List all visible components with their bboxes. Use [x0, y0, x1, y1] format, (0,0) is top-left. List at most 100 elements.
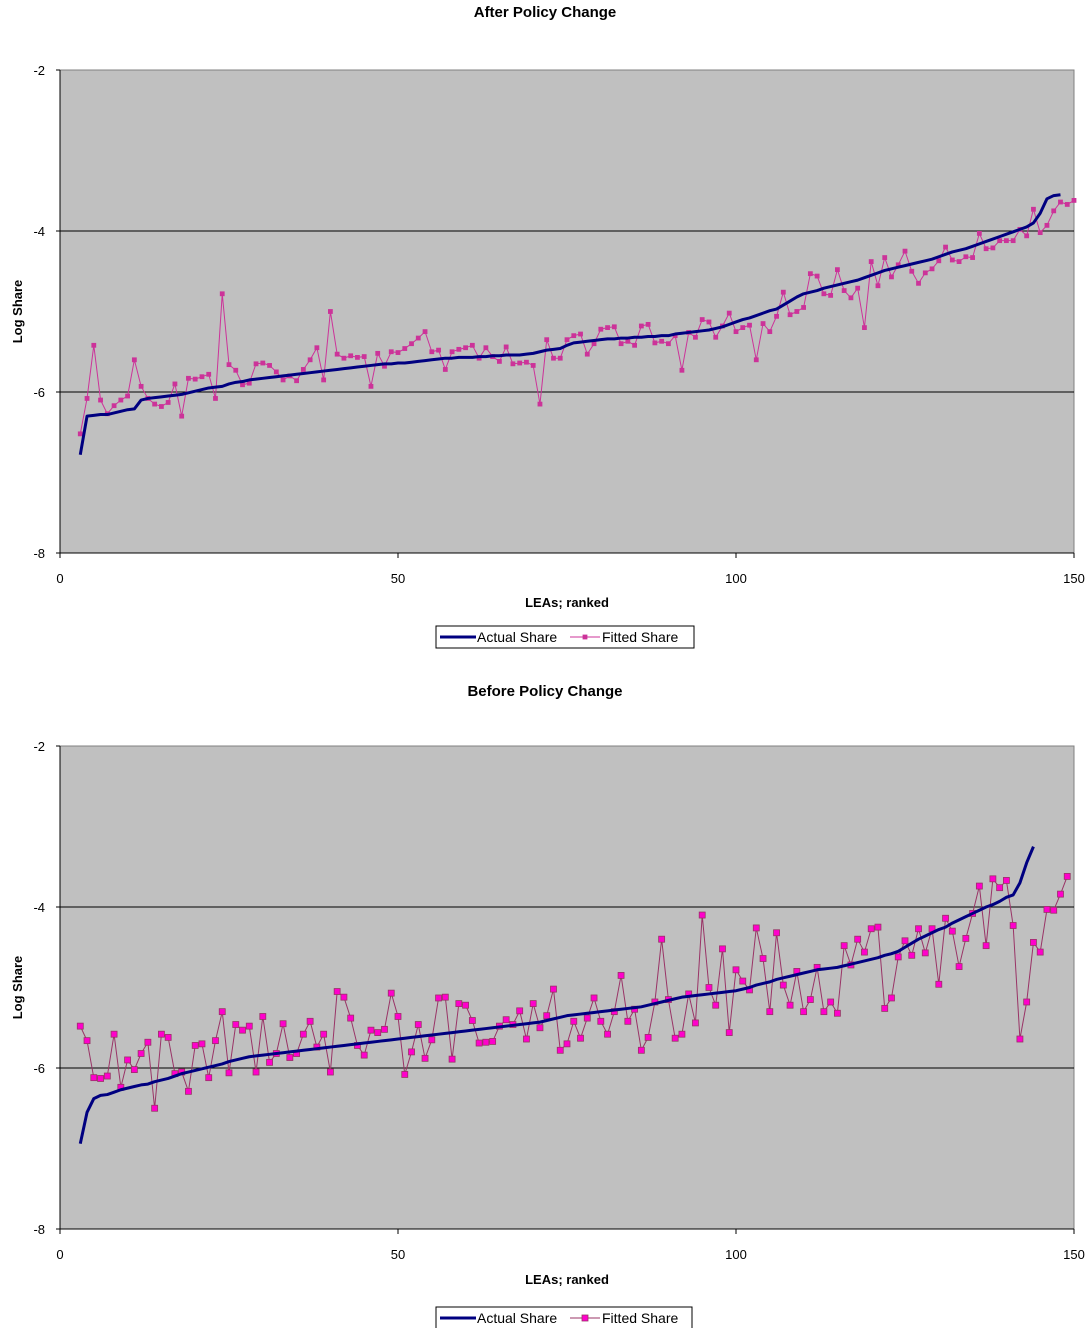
fitted-share-point — [666, 341, 671, 347]
fitted-share-point — [286, 1054, 294, 1061]
fitted-share-point — [165, 400, 171, 405]
fitted-share-point — [936, 258, 942, 264]
fitted-share-point — [394, 1013, 402, 1020]
fitted-share-point — [455, 1000, 463, 1008]
fitted-share-point — [233, 367, 239, 373]
fitted-share-point — [368, 383, 374, 389]
fitted-share-point — [888, 994, 895, 1002]
fitted-share-point — [747, 322, 752, 328]
fitted-share-point — [652, 340, 658, 346]
legend-label-actual: Actual Share — [477, 629, 557, 645]
fitted-share-point — [1043, 906, 1051, 913]
fitted-share-point — [854, 935, 862, 943]
fitted-share-point — [1057, 890, 1064, 898]
y-axis-label: Log Share — [10, 956, 25, 1020]
fitted-share-point — [740, 325, 746, 331]
fitted-share-point — [1010, 238, 1016, 244]
fitted-share-point — [245, 1022, 253, 1030]
fitted-share-point — [564, 337, 570, 343]
fitted-share-point — [801, 305, 806, 310]
fitted-share-point — [725, 1029, 733, 1036]
fitted-share-point — [320, 1030, 328, 1038]
fitted-share-point — [1031, 206, 1036, 212]
fitted-share-point — [537, 401, 543, 407]
fitted-share-point — [698, 911, 706, 919]
fitted-share-point — [415, 335, 421, 341]
fitted-share-point — [935, 980, 943, 988]
chart-title: Before Policy Change — [467, 683, 622, 700]
fitted-share-point — [327, 309, 333, 314]
fitted-share-point — [794, 309, 800, 314]
fitted-share-point — [733, 329, 739, 335]
x-axis-label: LEAs; ranked — [525, 1272, 609, 1287]
fitted-share-point — [144, 1038, 152, 1046]
fitted-share-point — [874, 923, 882, 931]
fitted-share-point — [374, 1029, 382, 1036]
fitted-share-point — [523, 1035, 530, 1043]
fitted-share-point — [997, 238, 1003, 244]
fitted-share-point — [348, 353, 354, 359]
fitted-share-point — [800, 1008, 807, 1016]
fitted-share-point — [517, 360, 523, 366]
fitted-share-point — [990, 245, 996, 251]
fitted-share-line — [79, 199, 1075, 434]
fitted-share-point — [536, 1024, 544, 1032]
fitted-share-point — [780, 289, 786, 295]
fitted-share-point — [98, 397, 103, 403]
fitted-share-point — [218, 1008, 226, 1016]
fitted-share-point — [456, 346, 462, 352]
fitted-share-point — [152, 401, 158, 407]
fitted-share-point — [77, 431, 83, 437]
fitted-share-point — [583, 1014, 591, 1022]
fitted-share-point — [191, 1042, 199, 1049]
fitted-share-point — [908, 951, 916, 959]
fitted-share-point — [835, 267, 840, 273]
fitted-share-point — [543, 1012, 551, 1020]
fitted-share-point — [963, 254, 969, 260]
fitted-share-point — [260, 360, 266, 366]
y-tick-label: -4 — [33, 224, 45, 239]
fitted-share-point — [375, 350, 381, 356]
fitted-share-point — [253, 361, 259, 367]
fitted-share-point — [617, 972, 625, 979]
fitted-share-point — [767, 329, 773, 335]
after-chart-svg: After Policy Change -2 -4 -6 -8 0 50 100 150 LEAs… — [10, 4, 1085, 649]
fitted-share-point — [909, 268, 915, 274]
fitted-share-point — [590, 994, 598, 1002]
fitted-share-point — [834, 1009, 841, 1017]
fitted-share-point — [948, 927, 956, 935]
fitted-share-point — [605, 325, 610, 331]
fitted-share-point — [712, 1001, 720, 1009]
fitted-share-point — [949, 257, 955, 263]
fitted-share-point — [388, 349, 394, 355]
fitted-share-point — [916, 280, 921, 286]
fitted-share-point — [1003, 877, 1010, 884]
fitted-share-point — [436, 347, 441, 353]
fitted-share-point — [774, 313, 779, 319]
fitted-share-point — [408, 1048, 415, 1056]
x-tick-label: 0 — [56, 571, 63, 586]
fitted-share-point — [915, 925, 922, 933]
fitted-share-point — [807, 271, 813, 277]
fitted-share-point — [719, 945, 726, 953]
fitted-share-point — [861, 948, 868, 956]
fitted-share-point — [659, 338, 665, 344]
fitted-share-point — [1004, 238, 1009, 244]
fitted-share-point — [693, 334, 698, 340]
fitted-share-point — [1009, 922, 1017, 929]
fitted-share-point — [381, 1025, 388, 1033]
fitted-share-point — [321, 377, 327, 383]
fitted-share-point — [894, 953, 902, 961]
fitted-share-point — [841, 288, 847, 293]
x-tick-label: 100 — [725, 1247, 747, 1262]
fitted-share-point — [889, 274, 894, 280]
fitted-share-point — [996, 884, 1004, 892]
fitted-share-point — [868, 259, 874, 264]
fitted-share-point — [421, 1054, 429, 1062]
fitted-share-point — [516, 1007, 524, 1015]
fitted-share-point — [347, 1014, 355, 1022]
x-tick-label: 0 — [56, 1247, 63, 1262]
fitted-share-point — [225, 1069, 233, 1077]
fitted-share-point — [597, 1017, 605, 1025]
fitted-share-point — [855, 285, 861, 291]
